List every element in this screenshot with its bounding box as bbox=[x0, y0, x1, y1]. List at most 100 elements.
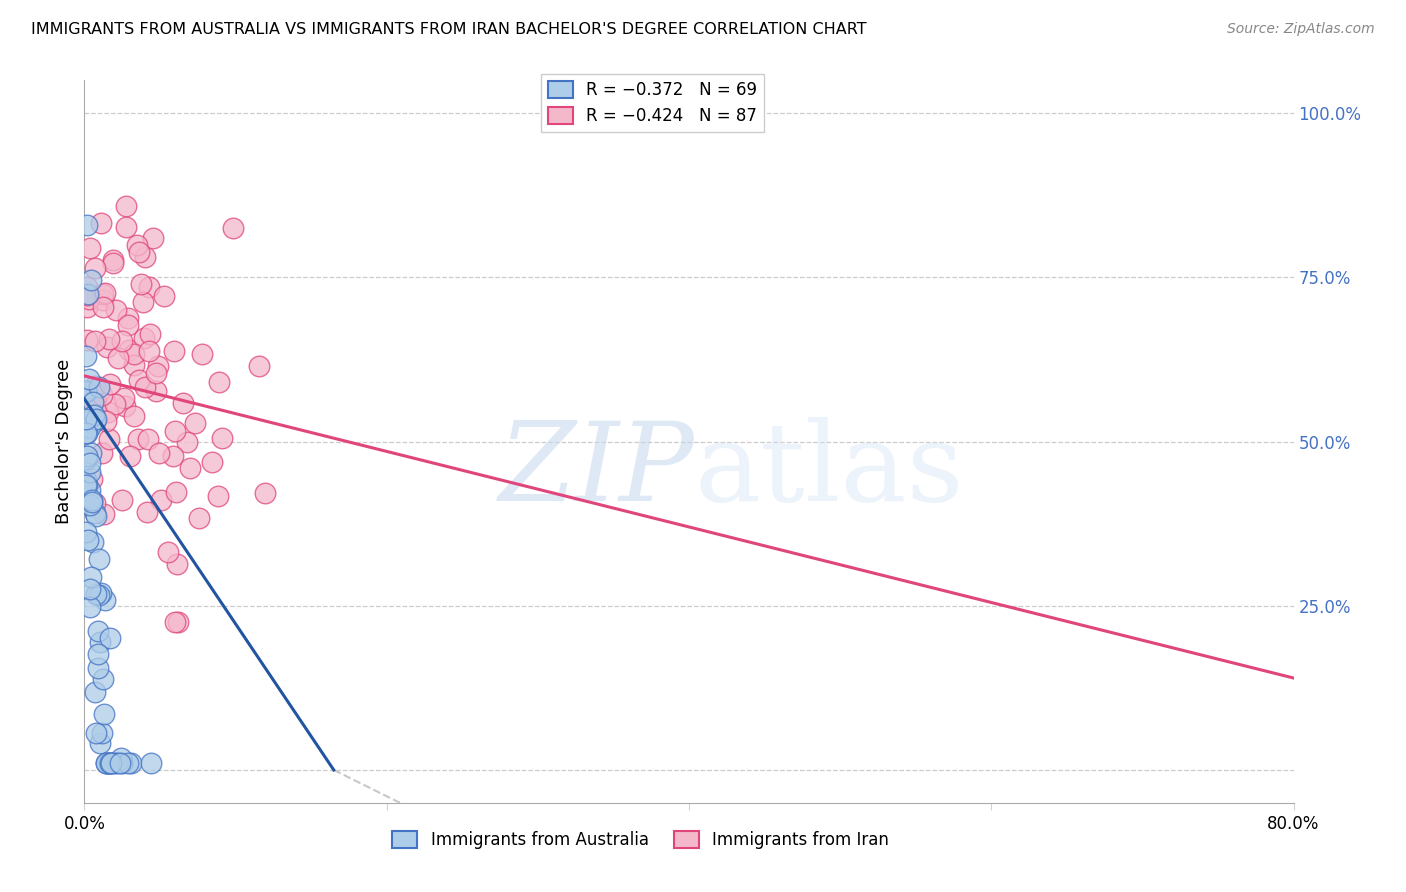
Point bbox=[77, 421, 100, 435]
Point bbox=[96, 756, 118, 771]
Point bbox=[201, 455, 224, 469]
Point bbox=[191, 346, 214, 360]
Point bbox=[110, 334, 132, 348]
Point bbox=[79, 498, 101, 512]
Point bbox=[163, 424, 186, 438]
Point bbox=[118, 450, 141, 464]
Point bbox=[82, 535, 104, 549]
Point bbox=[117, 343, 139, 358]
Point bbox=[108, 756, 131, 771]
Point bbox=[145, 384, 167, 399]
Point bbox=[146, 359, 169, 373]
Point bbox=[91, 293, 114, 308]
Point bbox=[97, 432, 120, 446]
Point bbox=[87, 552, 110, 566]
Point bbox=[79, 420, 101, 434]
Point bbox=[83, 408, 105, 422]
Point bbox=[120, 756, 142, 771]
Point bbox=[105, 756, 128, 771]
Point bbox=[162, 449, 184, 463]
Point bbox=[129, 277, 152, 291]
Point bbox=[86, 397, 108, 411]
Point bbox=[79, 600, 101, 615]
Point bbox=[165, 484, 187, 499]
Point bbox=[100, 756, 122, 771]
Point bbox=[98, 377, 121, 392]
Point bbox=[94, 756, 117, 771]
Point bbox=[138, 344, 160, 359]
Point bbox=[136, 505, 159, 519]
Point bbox=[93, 508, 115, 522]
Point bbox=[136, 432, 159, 446]
Point bbox=[90, 585, 112, 599]
Point bbox=[101, 253, 124, 268]
Point bbox=[84, 685, 107, 699]
Point bbox=[87, 661, 110, 675]
Point bbox=[98, 756, 121, 771]
Point bbox=[86, 586, 108, 600]
Point bbox=[98, 756, 121, 771]
Point bbox=[139, 327, 162, 342]
Point bbox=[162, 343, 184, 358]
Point bbox=[89, 737, 111, 751]
Point bbox=[79, 456, 101, 470]
Point bbox=[112, 391, 135, 405]
Point bbox=[84, 334, 107, 349]
Point bbox=[80, 495, 103, 509]
Point bbox=[128, 244, 150, 259]
Point bbox=[84, 508, 107, 523]
Point bbox=[80, 492, 103, 507]
Point bbox=[105, 302, 128, 317]
Point bbox=[104, 397, 127, 411]
Point bbox=[111, 493, 134, 508]
Point bbox=[176, 435, 198, 450]
Point bbox=[91, 446, 114, 460]
Point bbox=[79, 582, 101, 596]
Point bbox=[76, 301, 98, 315]
Point bbox=[93, 706, 115, 721]
Point bbox=[83, 506, 105, 520]
Point bbox=[75, 384, 97, 399]
Point bbox=[91, 286, 114, 301]
Point bbox=[111, 756, 134, 771]
Point bbox=[87, 380, 110, 394]
Point bbox=[132, 295, 155, 310]
Point bbox=[127, 432, 149, 446]
Point bbox=[115, 220, 138, 235]
Point bbox=[153, 289, 176, 303]
Point bbox=[94, 286, 117, 301]
Point bbox=[76, 426, 98, 441]
Point bbox=[100, 756, 122, 771]
Point bbox=[76, 288, 98, 302]
Point bbox=[75, 524, 97, 539]
Point bbox=[96, 405, 118, 419]
Point bbox=[207, 489, 229, 503]
Point bbox=[84, 412, 107, 426]
Point bbox=[107, 351, 129, 366]
Point bbox=[80, 445, 103, 459]
Point bbox=[76, 449, 98, 463]
Point bbox=[122, 409, 145, 423]
Point bbox=[75, 412, 97, 426]
Point bbox=[145, 366, 167, 380]
Legend: Immigrants from Australia, Immigrants from Iran: Immigrants from Australia, Immigrants fr… bbox=[385, 824, 896, 856]
Point bbox=[87, 647, 110, 661]
Point bbox=[84, 379, 107, 393]
Point bbox=[79, 483, 101, 497]
Point bbox=[89, 635, 111, 649]
Point bbox=[115, 198, 138, 212]
Point bbox=[76, 286, 98, 301]
Point bbox=[247, 359, 270, 373]
Point bbox=[89, 588, 111, 602]
Point bbox=[142, 231, 165, 245]
Point bbox=[80, 272, 103, 286]
Point bbox=[80, 472, 103, 486]
Point bbox=[128, 373, 150, 387]
Point bbox=[98, 632, 121, 646]
Point bbox=[76, 533, 98, 548]
Point bbox=[83, 496, 105, 510]
Point bbox=[222, 221, 245, 235]
Point bbox=[122, 347, 145, 361]
Point bbox=[179, 461, 201, 475]
Point bbox=[87, 624, 110, 638]
